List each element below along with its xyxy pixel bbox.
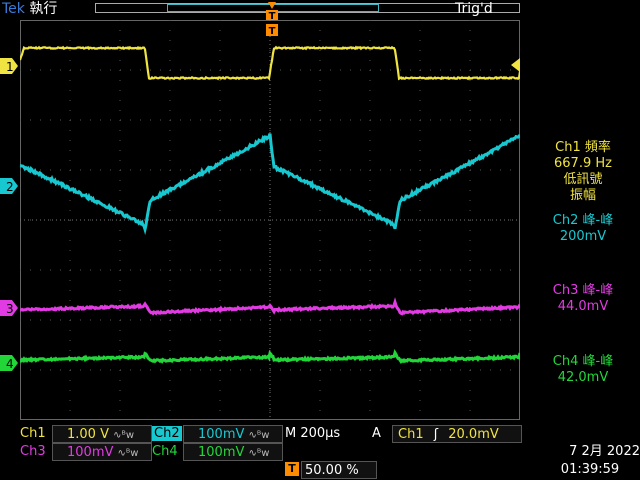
meas-ch4-value: 42.0mV xyxy=(526,370,640,386)
waveform-display[interactable] xyxy=(20,20,520,420)
ch4-ground-marker[interactable]: 4 xyxy=(0,355,18,371)
ch3-waveform xyxy=(20,302,520,314)
time-readout: 01:39:59 xyxy=(540,461,640,479)
ch4-marker-label: 4 xyxy=(6,357,14,371)
date: 7 2月 2022 xyxy=(569,444,640,459)
date-readout: 7 2月 2022 xyxy=(540,443,640,461)
bandwidth-limit-icon: ∿ᴮw xyxy=(113,430,134,441)
measurement-ch3-pk2pk[interactable]: Ch3 峰-峰 44.0mV xyxy=(526,283,640,315)
measurement-ch2-pk2pk[interactable]: Ch2 峰-峰 200mV xyxy=(526,213,640,245)
ch4-waveform xyxy=(20,353,520,362)
trigger-level: 20.0mV xyxy=(448,427,499,442)
ch4-scale-readout[interactable]: Ch4 xyxy=(152,443,178,461)
ch3-label: Ch3 xyxy=(20,444,46,459)
ch1-marker-label: 1 xyxy=(6,60,14,74)
timebase-value: M 200µs xyxy=(285,426,340,441)
ch2-scale-box[interactable]: 100mV ∿ᴮw xyxy=(183,425,283,443)
ch3-scale-value: 100mV xyxy=(67,445,113,460)
bandwidth-limit-icon: ∿ᴮw xyxy=(249,448,270,459)
trigger-position-readout[interactable]: 50.00 % xyxy=(301,461,377,479)
measurement-ch1-frequency[interactable]: Ch1 頻率 667.9 Hz 低訊號 振幅 xyxy=(526,140,640,204)
bandwidth-limit-icon: ∿ᴮw xyxy=(118,448,139,459)
meas-ch1-warning-2: 振幅 xyxy=(526,188,640,204)
ch2-waveform xyxy=(20,134,520,230)
ch2-scale-value: 100mV xyxy=(198,427,244,442)
ch1-label: Ch1 xyxy=(20,426,46,441)
meas-ch2-title: Ch2 峰-峰 xyxy=(526,213,640,229)
ch4-label: Ch4 xyxy=(152,444,178,459)
trigger-position-value: 50.00 % xyxy=(305,463,359,478)
ch1-ground-marker[interactable]: 1 xyxy=(0,58,18,74)
ch2-ground-marker[interactable]: 2 xyxy=(0,178,18,194)
trigger-status: Trig'd xyxy=(455,0,493,18)
meas-ch3-value: 44.0mV xyxy=(526,299,640,315)
ch3-scale-box[interactable]: 100mV ∿ᴮw xyxy=(52,443,152,461)
trigger-mode: A xyxy=(372,426,381,441)
ch4-scale-value: 100mV xyxy=(198,445,244,460)
trigger-position-marker[interactable]: T T xyxy=(264,0,280,42)
ch1-scale-readout[interactable]: Ch1 xyxy=(20,425,46,443)
top-status-bar: Tek 執行 Trig'd xyxy=(0,0,640,18)
meas-ch1-warning: 低訊號 xyxy=(526,172,640,188)
timebase-readout[interactable]: M 200µs xyxy=(285,425,340,443)
trigger-source: Ch1 xyxy=(398,427,424,442)
trigger-marker-label-2: T xyxy=(269,26,276,37)
meas-ch1-title: Ch1 頻率 xyxy=(526,140,640,156)
meas-ch4-title: Ch4 峰-峰 xyxy=(526,354,640,370)
ch2-marker-label: 2 xyxy=(6,180,14,194)
bandwidth-limit-icon: ∿ᴮw xyxy=(249,430,270,441)
meas-ch1-value: 667.9 Hz xyxy=(526,156,640,172)
brand-logo: Tek xyxy=(2,1,25,17)
trigger-marker-label: T xyxy=(269,11,276,22)
ch4-scale-box[interactable]: 100mV ∿ᴮw xyxy=(183,443,283,461)
trigger-position-icon: T xyxy=(285,462,299,476)
ch1-scale-box[interactable]: 1.00 V ∿ᴮw xyxy=(52,425,152,443)
trigger-level-marker[interactable] xyxy=(511,58,521,72)
ch3-scale-readout[interactable]: Ch3 xyxy=(20,443,46,461)
meas-ch2-value: 200mV xyxy=(526,229,640,245)
ch2-scale-readout[interactable]: Ch2 xyxy=(152,425,182,443)
trigger-readout[interactable]: Ch1 ʃ 20.0mV xyxy=(392,425,522,443)
acquisition-mode: 執行 xyxy=(29,1,57,17)
measurement-ch4-pk2pk[interactable]: Ch4 峰-峰 42.0mV xyxy=(526,354,640,386)
ch3-marker-label: 3 xyxy=(6,302,14,316)
brand-run-state: Tek 執行 xyxy=(2,0,57,18)
meas-ch3-title: Ch3 峰-峰 xyxy=(526,283,640,299)
rising-edge-icon: ʃ xyxy=(434,427,438,442)
trigger-mode-readout[interactable]: A xyxy=(372,425,381,443)
time: 01:39:59 xyxy=(561,462,619,477)
ch2-label: Ch2 xyxy=(152,426,182,441)
ch1-scale-value: 1.00 V xyxy=(67,427,109,442)
ch3-ground-marker[interactable]: 3 xyxy=(0,300,18,316)
